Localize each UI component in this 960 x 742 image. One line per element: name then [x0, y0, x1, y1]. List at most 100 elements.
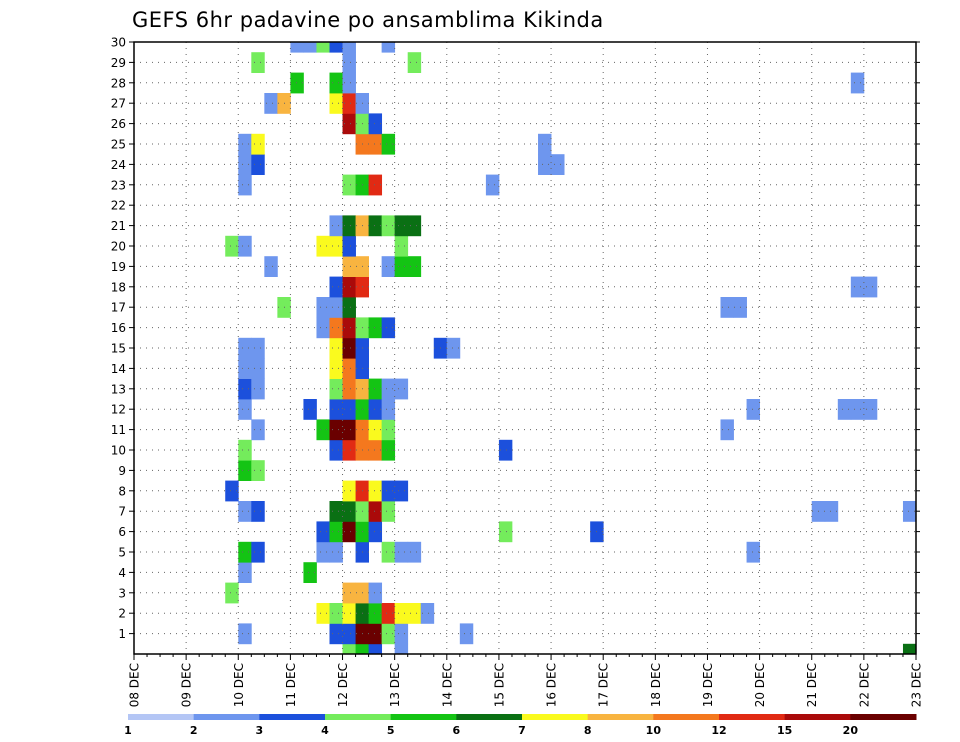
y-tick-label: 26 — [111, 117, 126, 131]
heatmap-cell — [316, 603, 330, 624]
heatmap-cell — [446, 337, 461, 359]
heatmap-cell — [551, 154, 565, 175]
heatmap-cell — [251, 337, 265, 359]
heatmap-cell — [498, 439, 513, 461]
heatmap-cell — [381, 215, 396, 237]
x-tick-label: 11 DEC — [284, 663, 298, 707]
heatmap-cell — [303, 42, 317, 53]
heatmap-cell — [329, 378, 343, 400]
heatmap-cell — [368, 603, 383, 624]
heatmap-cell — [329, 72, 343, 94]
y-tick-label: 22 — [111, 199, 126, 213]
heatmap-cell — [342, 256, 356, 277]
heatmap-cell — [459, 623, 474, 645]
heatmap-cell — [251, 378, 265, 400]
heatmap-cell — [902, 501, 917, 522]
heatmap-cell — [316, 419, 330, 441]
heatmap-cell — [316, 235, 330, 257]
heatmap-cell — [381, 42, 396, 53]
heatmap-cell — [342, 480, 356, 502]
heatmap-cell — [329, 541, 343, 563]
y-tick-label: 11 — [111, 423, 126, 437]
legend-label: 6 — [453, 724, 461, 737]
heatmap-cell — [342, 72, 356, 94]
y-tick-label: 14 — [111, 362, 126, 376]
heatmap-cell — [368, 317, 383, 339]
heatmap-cells — [225, 42, 917, 655]
y-tick-label: 7 — [118, 505, 126, 519]
heatmap-cell — [251, 419, 265, 441]
heatmap-cell — [394, 480, 409, 502]
heatmap-cell — [355, 643, 369, 655]
y-tick-label: 2 — [118, 607, 126, 621]
heatmap-cell — [394, 603, 409, 624]
heatmap-cell — [342, 113, 356, 135]
legend-label: 3 — [256, 724, 264, 737]
heatmap-cell — [329, 337, 343, 359]
heatmap-cell — [381, 317, 396, 339]
x-tick-label: 09 DEC — [180, 663, 194, 707]
heatmap-cell — [329, 521, 343, 543]
heatmap-cell — [381, 399, 396, 420]
heatmap-cell — [342, 603, 356, 624]
heatmap-cell — [381, 419, 396, 441]
y-tick-label: 5 — [118, 546, 126, 560]
y-tick-label: 29 — [111, 56, 126, 70]
heatmap-cell — [329, 276, 343, 298]
legend-label: 5 — [387, 724, 395, 737]
heatmap-cell — [394, 643, 409, 655]
y-tick-label: 24 — [111, 158, 126, 172]
x-tick-label: 15 DEC — [492, 663, 506, 707]
heatmap-cell — [381, 439, 396, 461]
heatmap-cell — [850, 276, 865, 298]
heatmap-cell — [251, 52, 265, 73]
heatmap-cell — [381, 501, 396, 522]
legend-label: 8 — [584, 724, 592, 737]
heatmap-cell — [342, 235, 356, 257]
legend-swatch — [128, 714, 195, 720]
heatmap-cell — [342, 439, 356, 461]
heatmap-cell — [342, 378, 356, 400]
heatmap-cell — [238, 399, 252, 420]
y-tick-label: 30 — [111, 36, 126, 50]
heatmap-cell — [381, 256, 396, 277]
heatmap-cell — [368, 439, 383, 461]
heatmap-cell — [329, 623, 343, 645]
heatmap-cell — [342, 358, 356, 379]
heatmap-cell — [225, 582, 239, 604]
legend-swatch — [456, 714, 523, 720]
heatmap-cell — [329, 439, 343, 461]
heatmap-cell — [342, 42, 356, 53]
heatmap-cell — [251, 358, 265, 379]
y-tick-label: 16 — [111, 321, 126, 335]
y-tick-label: 27 — [111, 97, 126, 111]
heatmap-cell — [407, 52, 422, 73]
heatmap-cell — [394, 215, 409, 237]
heatmap-cell — [238, 562, 252, 583]
heatmap-cell — [251, 541, 265, 563]
heatmap-cell — [238, 501, 252, 522]
heatmap-cell — [329, 215, 343, 237]
legend-swatch — [653, 714, 720, 720]
heatmap-cell — [225, 480, 239, 502]
y-tick-label: 17 — [111, 301, 126, 315]
heatmap-cell — [264, 256, 278, 277]
heatmap-cell — [238, 358, 252, 379]
heatmap-cell — [238, 378, 252, 400]
y-tick-label: 15 — [111, 342, 126, 356]
heatmap-cell — [329, 419, 343, 441]
heatmap-cell — [238, 154, 252, 175]
heatmap-cell — [368, 643, 383, 655]
heatmap-cell — [251, 154, 265, 175]
heatmap-cell — [368, 623, 383, 645]
heatmap-cell — [342, 297, 356, 318]
heatmap-cell — [316, 42, 330, 53]
heatmap-cell — [342, 337, 356, 359]
heatmap-cell — [538, 154, 552, 175]
heatmap-cell — [746, 541, 760, 563]
heatmap-cell — [342, 582, 356, 604]
y-tick-label: 8 — [118, 484, 126, 498]
heatmap-cell — [225, 235, 239, 257]
heatmap-cell — [303, 399, 317, 420]
legend-swatch — [522, 714, 589, 720]
